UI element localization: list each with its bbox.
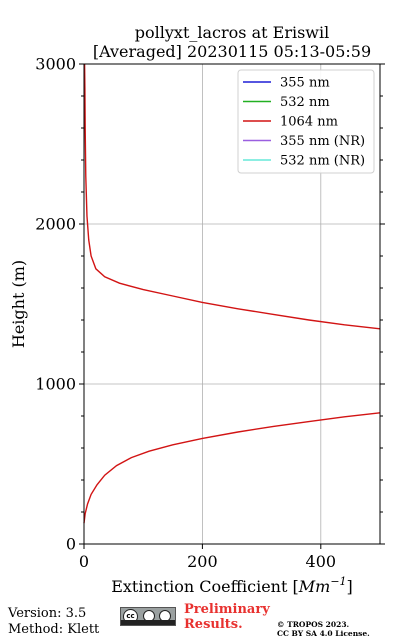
preliminary-results-text: Preliminary Results. xyxy=(184,602,270,632)
preliminary-line-2: Results. xyxy=(184,617,243,632)
series-line-1064nm-segment-1 xyxy=(83,412,381,524)
extinction-profile-chart: pollyxt_lacros at Eriswil [Averaged] 202… xyxy=(9,23,385,596)
legend-entry: 1064 nm xyxy=(280,115,338,130)
x-axis-label-close: ] xyxy=(347,577,353,596)
legend-entry: 532 nm xyxy=(280,95,330,110)
y-tick-label: 0 xyxy=(66,535,76,554)
copyright-line-2: CC BY SA 4.0 License. xyxy=(277,629,370,638)
y-tick-label: 3000 xyxy=(35,55,76,74)
legend-box xyxy=(237,69,375,174)
chart-subtitle: [Averaged] 20230115 05:13-05:59 xyxy=(93,42,371,61)
y-tick-label: 2000 xyxy=(35,215,76,234)
preliminary-line-1: Preliminary xyxy=(184,602,270,617)
legend-entry: 532 nm (NR) xyxy=(280,154,365,169)
copyright-line-1: © TROPOS 2023. xyxy=(277,620,350,629)
legend: 355 nm 532 nm 1064 nm 355 nm (NR) 532 nm (NR… xyxy=(237,69,375,174)
axis-ticks xyxy=(79,63,385,549)
method-text: Method: Klett xyxy=(8,622,100,637)
copyright-text: © TROPOS 2023. CC BY SA 4.0 License. xyxy=(277,620,370,638)
chart-title: pollyxt_lacros at Eriswil xyxy=(135,23,329,42)
legend-entry: 355 nm xyxy=(280,76,330,91)
x-tick-label: 400 xyxy=(306,552,337,571)
x-axis-label-exponent: −1 xyxy=(330,575,346,588)
series-lines xyxy=(83,63,381,524)
x-tick-label: 0 xyxy=(79,552,89,571)
series-line-1064nm-segment-2 xyxy=(83,63,381,330)
y-tick-labels: 0 1000 2000 3000 xyxy=(35,55,76,554)
x-tick-labels: 0 200 400 xyxy=(79,552,336,571)
x-axis-label-unit: Mm xyxy=(298,577,331,596)
license-strip xyxy=(121,620,175,625)
x-axis-label: Extinction Coefficient [Mm−1] xyxy=(111,575,353,596)
footer-info: Version: 3.5 Method: Klett xyxy=(8,606,99,638)
x-tick-label: 200 xyxy=(187,552,218,571)
plot-frame xyxy=(83,63,381,545)
y-axis-label: Height (m) xyxy=(9,260,28,348)
y-tick-label: 1000 xyxy=(35,375,76,394)
cc-by-sa-icon: cc xyxy=(120,607,176,626)
version-text: Version: 3.5 xyxy=(8,606,87,621)
legend-entry: 355 nm (NR) xyxy=(280,134,365,149)
